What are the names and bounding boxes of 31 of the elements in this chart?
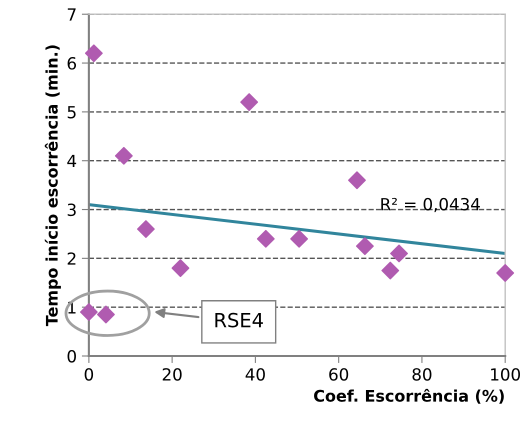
point [348,171,366,190]
point [256,230,275,248]
x-tick-label: 60 [329,368,348,381]
y-tick-label: 2 [68,252,76,265]
y-tick-label: 7 [68,8,76,21]
y-axis-title: Tempo início escorrência (min.) [44,45,61,326]
x-tick-label: 0 [84,368,94,381]
point [496,264,514,282]
y-tick-label: 3 [68,203,76,216]
y-tick-label: 5 [68,106,76,118]
y-tick-label: 0 [68,350,76,363]
x-tick-label: 40 [246,368,265,381]
point [136,220,155,238]
annotation: RSE4 [215,312,263,328]
point [80,303,98,321]
annotation: R² = 0,0434 [381,198,480,212]
point [172,259,190,278]
point [290,230,308,248]
y-tick-label: 6 [68,57,76,70]
x-tick-label: 100 [491,368,520,381]
point [84,44,103,62]
point [114,146,133,165]
point [390,244,408,262]
point [381,262,400,280]
point [356,237,374,256]
point [97,306,115,324]
x-tick-label: 20 [162,368,182,381]
y-tick-label: 4 [67,154,76,168]
x-tick-label: 80 [412,368,432,381]
x-axis-title: Coef. Escorrência (%) [314,388,504,404]
point [240,93,258,112]
